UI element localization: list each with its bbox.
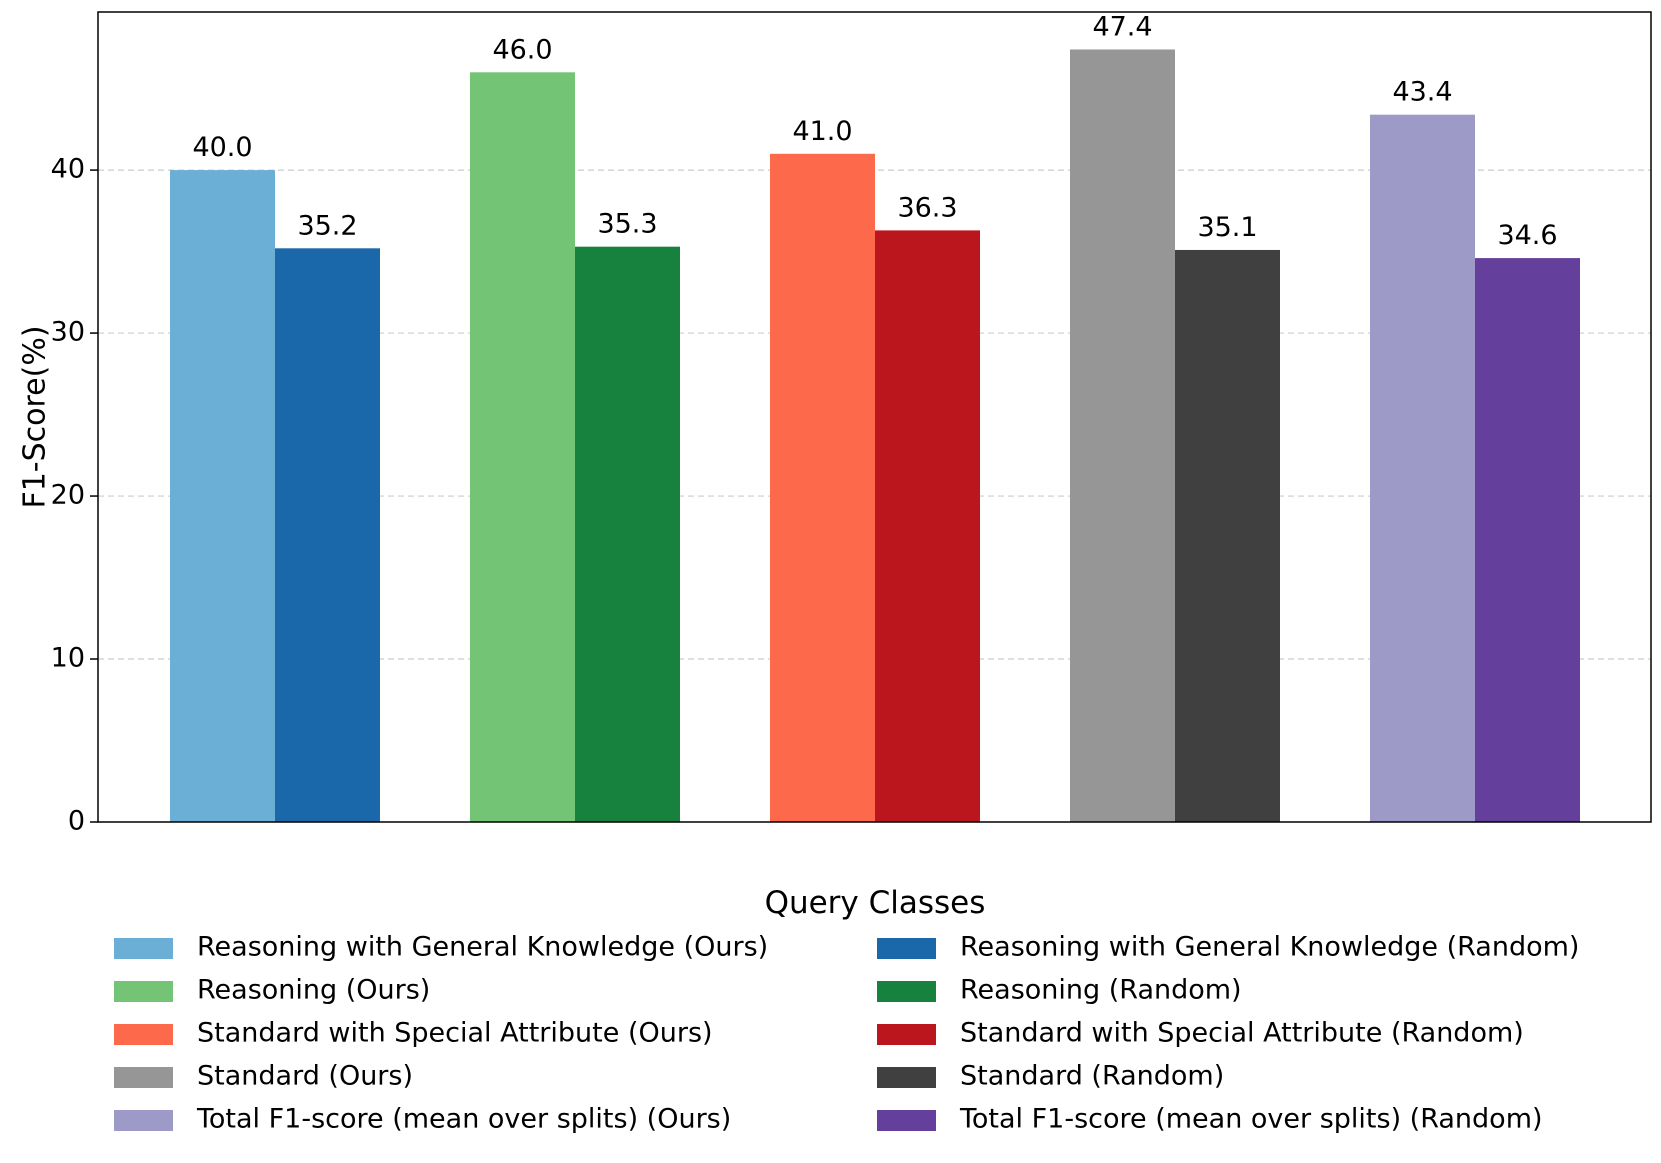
bar-ours-4 xyxy=(1370,114,1475,823)
value-label-random-0: 35.2 xyxy=(297,210,357,241)
legend-label-ours-2: Standard with Special Attribute (Ours) xyxy=(197,1018,713,1049)
legend-label-ours-1: Reasoning (Ours) xyxy=(197,975,430,1006)
legend-label-random-1: Reasoning (Random) xyxy=(960,975,1242,1006)
value-label-ours-2: 41.0 xyxy=(792,116,852,147)
value-label-ours-0: 40.0 xyxy=(192,132,252,163)
legend-swatch-random-0 xyxy=(877,938,936,959)
legend-swatch-random-3 xyxy=(877,1067,936,1088)
y-axis-ticks: 0 10 20 30 40 xyxy=(51,154,98,837)
legend-label-random-2: Standard with Special Attribute (Random) xyxy=(960,1018,1524,1049)
bar-ours-3 xyxy=(1070,49,1175,822)
y-tick-label: 20 xyxy=(51,480,85,511)
legend-label-ours-3: Standard (Ours) xyxy=(197,1061,413,1092)
legend-swatch-ours-3 xyxy=(114,1067,173,1088)
value-label-random-1: 35.3 xyxy=(597,209,657,240)
y-axis-title: F1-Score(%) xyxy=(18,325,53,508)
legend-swatch-random-2 xyxy=(877,1024,936,1045)
legend-label-ours-4: Total F1-score (mean over splits) (Ours) xyxy=(196,1104,731,1135)
legend-swatch-random-1 xyxy=(877,981,936,1002)
bar-random-3 xyxy=(1175,249,1280,822)
y-tick-label: 10 xyxy=(51,643,85,674)
y-tick-label: 30 xyxy=(51,317,85,348)
bars xyxy=(170,49,1580,823)
value-label-ours-3: 47.4 xyxy=(1092,11,1152,42)
bar-random-4 xyxy=(1475,258,1580,823)
bar-ours-0 xyxy=(170,170,275,823)
bar-random-1 xyxy=(575,246,680,823)
value-label-ours-4: 43.4 xyxy=(1392,77,1452,108)
legend-title: Query Classes xyxy=(765,885,986,921)
legend-label-random-0: Reasoning with General Knowledge (Random… xyxy=(960,932,1579,963)
legend-label-random-3: Standard (Random) xyxy=(960,1061,1224,1092)
value-label-random-4: 34.6 xyxy=(1497,220,1557,251)
legend-swatch-ours-1 xyxy=(114,981,173,1002)
legend-label-random-4: Total F1-score (mean over splits) (Rando… xyxy=(959,1104,1543,1135)
legend-label-ours-0: Reasoning with General Knowledge (Ours) xyxy=(197,932,768,963)
plot-frame xyxy=(97,11,1652,823)
legend-swatch-ours-0 xyxy=(114,938,173,959)
value-label-ours-1: 46.0 xyxy=(492,34,552,65)
legend-swatch-ours-4 xyxy=(114,1110,173,1131)
bar-ours-2 xyxy=(770,153,875,822)
value-label-random-2: 36.3 xyxy=(897,192,957,223)
value-label-random-3: 35.1 xyxy=(1197,212,1257,243)
bar-random-2 xyxy=(875,230,980,823)
legend-swatch-ours-2 xyxy=(114,1024,173,1045)
bar-random-0 xyxy=(275,248,380,823)
y-tick-label: 40 xyxy=(51,154,85,185)
y-tick-label: 0 xyxy=(68,806,85,837)
legend-swatch-random-4 xyxy=(877,1110,936,1131)
value-labels: 40.0 35.2 46.0 35.3 41.0 36.3 47.4 35.1 43.4 34.6 xyxy=(192,11,1557,251)
bar-ours-1 xyxy=(470,72,575,822)
legend: Query Classes Reasoning with General Kno… xyxy=(114,885,1579,1135)
